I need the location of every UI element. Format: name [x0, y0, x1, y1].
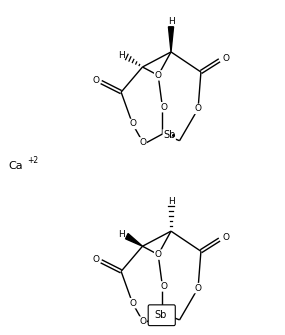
Text: Ca: Ca: [9, 161, 23, 171]
Text: O: O: [93, 76, 100, 85]
Text: H: H: [168, 17, 175, 26]
Polygon shape: [126, 233, 142, 246]
Text: O: O: [155, 250, 162, 259]
Text: O: O: [93, 255, 100, 264]
Text: H: H: [168, 197, 175, 205]
Text: O: O: [160, 282, 167, 291]
Text: Sb: Sb: [155, 310, 167, 320]
Text: O: O: [139, 317, 146, 326]
Text: O: O: [155, 71, 162, 80]
Text: O: O: [222, 54, 229, 63]
Text: O: O: [222, 233, 229, 242]
Text: O: O: [129, 299, 136, 308]
Text: Sb: Sb: [163, 130, 175, 140]
Polygon shape: [168, 27, 174, 52]
Text: +2: +2: [27, 156, 38, 165]
Text: O: O: [195, 105, 201, 113]
Text: O: O: [139, 138, 146, 147]
Text: O: O: [129, 120, 136, 128]
Text: H: H: [118, 230, 125, 239]
Text: H: H: [118, 51, 125, 60]
FancyBboxPatch shape: [148, 305, 175, 326]
Text: O: O: [195, 284, 201, 292]
Text: O: O: [160, 103, 167, 112]
